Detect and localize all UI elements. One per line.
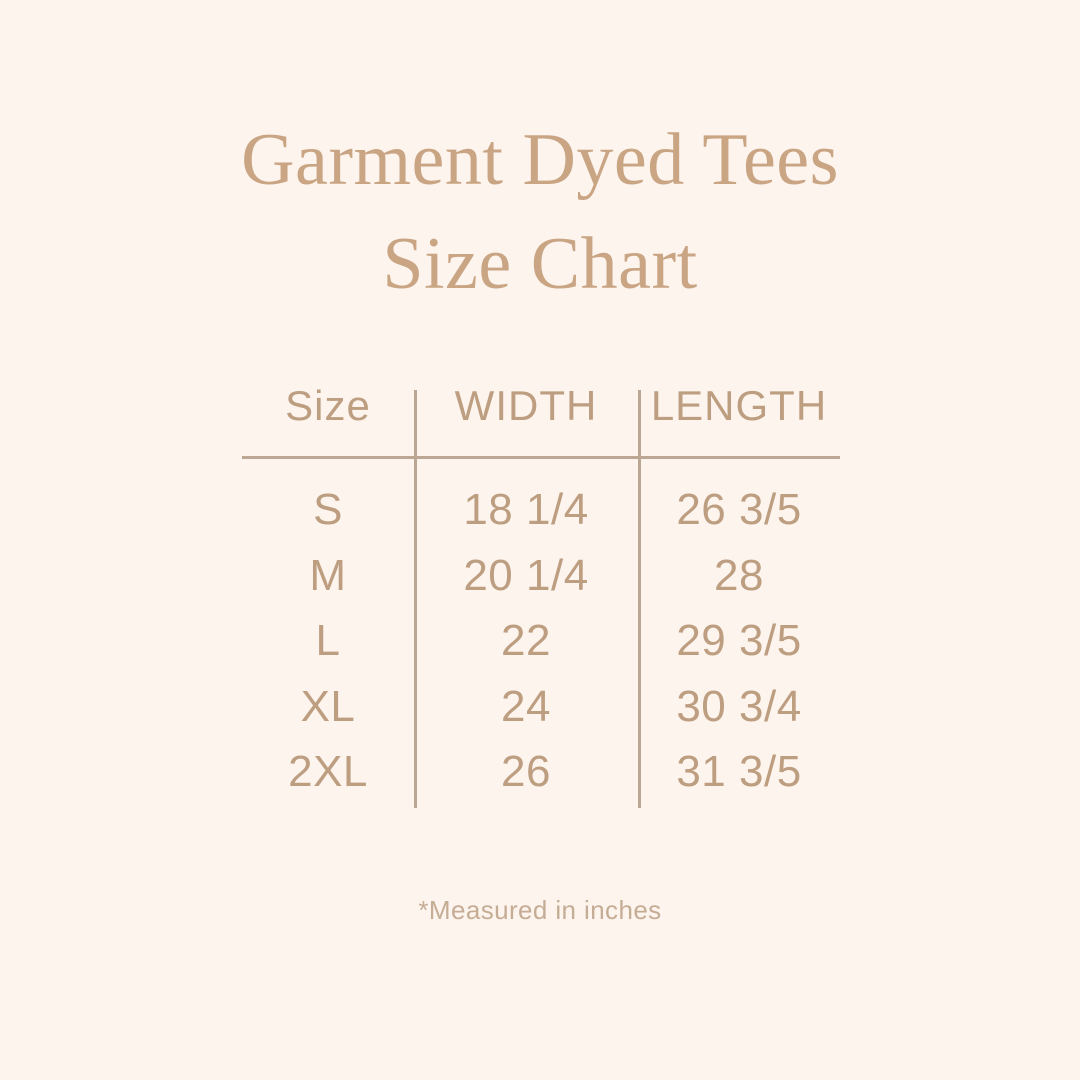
column-header-size: Size xyxy=(285,382,371,429)
column-header-width: WIDTH xyxy=(454,382,598,429)
cell-size: XL xyxy=(300,682,356,731)
cell-width: 24 xyxy=(501,682,551,731)
title-line-2: Size Chart xyxy=(382,223,698,305)
table-row: S 18 1/4 26 3/5 xyxy=(242,482,840,538)
cell-size: L xyxy=(315,616,341,665)
column-header-length: LENGTH xyxy=(650,382,828,429)
cell-size: M xyxy=(309,551,347,600)
table-row: XL 24 30 3/4 xyxy=(242,679,840,735)
title-line-1: Garment Dyed Tees xyxy=(241,119,839,201)
column-divider-width-length xyxy=(638,390,641,808)
table-row: M 20 1/4 28 xyxy=(242,548,840,604)
page-title: Garment Dyed Tees Size Chart xyxy=(0,108,1080,316)
table-row: 2XL 26 31 3/5 xyxy=(242,744,840,800)
cell-width: 22 xyxy=(501,616,551,665)
table-header-row: Size WIDTH LENGTH xyxy=(242,380,840,446)
cell-length: 28 xyxy=(714,551,764,600)
cell-size: 2XL xyxy=(288,747,368,796)
cell-length: 26 3/5 xyxy=(676,485,802,534)
cell-size: S xyxy=(313,485,343,534)
cell-width: 26 xyxy=(501,747,551,796)
header-underline xyxy=(242,456,840,459)
size-table: Size WIDTH LENGTH S 18 1/4 26 3/5 M 20 1… xyxy=(242,380,840,812)
cell-width: 20 1/4 xyxy=(463,551,589,600)
measurement-note: *Measured in inches xyxy=(418,895,662,925)
cell-length: 31 3/5 xyxy=(676,747,802,796)
cell-length: 30 3/4 xyxy=(676,682,802,731)
column-divider-size-width xyxy=(414,390,417,808)
table-row: L 22 29 3/5 xyxy=(242,613,840,669)
cell-length: 29 3/5 xyxy=(676,616,802,665)
cell-width: 18 1/4 xyxy=(463,485,589,534)
